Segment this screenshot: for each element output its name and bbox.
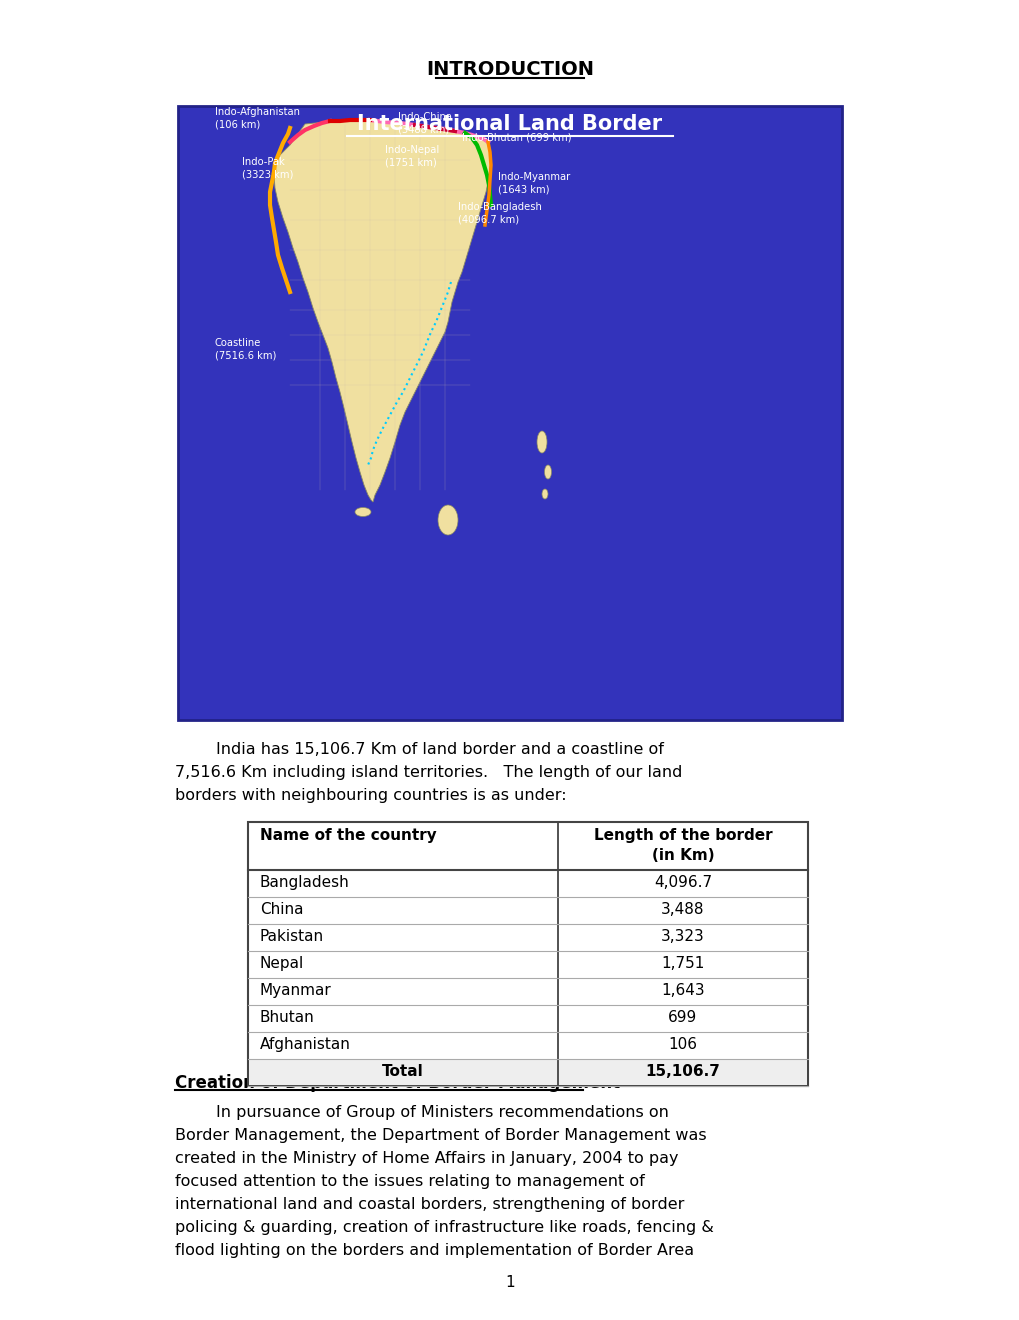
Text: 3,323: 3,323: [660, 929, 704, 944]
Text: Coastline
(7516.6 km): Coastline (7516.6 km): [215, 338, 276, 360]
Text: Indo-Pak
(3323 km): Indo-Pak (3323 km): [242, 157, 293, 180]
Ellipse shape: [355, 507, 371, 516]
Text: Bangladesh: Bangladesh: [260, 875, 350, 890]
Text: Bhutan: Bhutan: [260, 1010, 315, 1026]
Text: In pursuance of Group of Ministers recommendations on: In pursuance of Group of Ministers recom…: [175, 1105, 668, 1119]
Text: 699: 699: [667, 1010, 697, 1026]
Text: Indo-China
(3488 km): Indo-China (3488 km): [397, 112, 451, 135]
Ellipse shape: [544, 465, 551, 479]
Ellipse shape: [541, 488, 547, 499]
Text: 4,096.7: 4,096.7: [653, 875, 711, 890]
Text: borders with neighbouring countries is as under:: borders with neighbouring countries is a…: [175, 788, 567, 803]
Text: Length of the border
(in Km): Length of the border (in Km): [593, 828, 771, 863]
Text: Indo-Nepal
(1751 km): Indo-Nepal (1751 km): [384, 145, 439, 168]
Text: Afghanistan: Afghanistan: [260, 1038, 351, 1052]
Text: international land and coastal borders, strengthening of border: international land and coastal borders, …: [175, 1197, 684, 1212]
Text: 1: 1: [504, 1275, 515, 1290]
Text: 7,516.6 Km including island territories.   The length of our land: 7,516.6 Km including island territories.…: [175, 766, 682, 780]
Text: Myanmar: Myanmar: [260, 983, 331, 998]
Text: 15,106.7: 15,106.7: [645, 1064, 719, 1078]
Text: Name of the country: Name of the country: [260, 828, 436, 843]
Text: created in the Ministry of Home Affairs in January, 2004 to pay: created in the Ministry of Home Affairs …: [175, 1151, 678, 1166]
Text: Indo-Bangladesh
(4096.7 km): Indo-Bangladesh (4096.7 km): [458, 202, 541, 224]
Text: Total: Total: [382, 1064, 424, 1078]
Polygon shape: [274, 120, 490, 502]
Ellipse shape: [437, 506, 458, 535]
Bar: [178, 106, 841, 719]
Text: Nepal: Nepal: [260, 956, 304, 972]
Text: focused attention to the issues relating to management of: focused attention to the issues relating…: [175, 1173, 644, 1189]
Text: International Land Border: International Land Border: [357, 114, 662, 135]
Text: 1,643: 1,643: [660, 983, 704, 998]
Text: Indo-Myanmar
(1643 km): Indo-Myanmar (1643 km): [497, 172, 570, 194]
Text: Indo-Bhutan (699 km): Indo-Bhutan (699 km): [462, 132, 571, 143]
Text: India has 15,106.7 Km of land border and a coastline of: India has 15,106.7 Km of land border and…: [175, 742, 663, 756]
Bar: [248, 822, 807, 1086]
Text: 1,751: 1,751: [660, 956, 704, 972]
Bar: [249, 1059, 806, 1085]
Text: China: China: [260, 902, 304, 917]
Text: flood lighting on the borders and implementation of Border Area: flood lighting on the borders and implem…: [175, 1243, 694, 1258]
Text: INTRODUCTION: INTRODUCTION: [426, 59, 593, 79]
Text: Creation of Department of Border Management: Creation of Department of Border Managem…: [175, 1074, 620, 1092]
Text: Pakistan: Pakistan: [260, 929, 324, 944]
Ellipse shape: [536, 432, 546, 453]
Text: 106: 106: [667, 1038, 697, 1052]
Text: Border Management, the Department of Border Management was: Border Management, the Department of Bor…: [175, 1129, 706, 1143]
Text: 3,488: 3,488: [660, 902, 704, 917]
Text: policing & guarding, creation of infrastructure like roads, fencing &: policing & guarding, creation of infrast…: [175, 1220, 713, 1236]
Text: Indo-Afghanistan
(106 km): Indo-Afghanistan (106 km): [215, 107, 300, 129]
